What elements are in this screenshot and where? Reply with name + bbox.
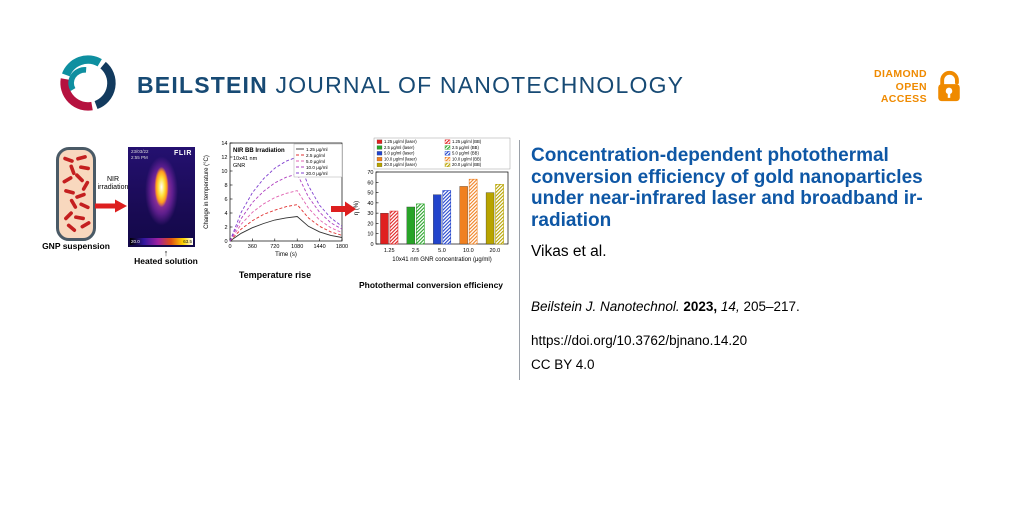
svg-text:20.0: 20.0 <box>489 248 500 254</box>
thermal-colorbar <box>130 238 193 245</box>
svg-text:360: 360 <box>248 244 257 250</box>
svg-text:10: 10 <box>367 232 373 238</box>
nir-irradiation-label: NIR irradiation <box>97 176 129 191</box>
svg-text:5.0 μg/ml (laser): 5.0 μg/ml (laser) <box>384 151 415 156</box>
svg-text:5.0 μg/ml: 5.0 μg/ml <box>306 159 325 164</box>
oa-line-open: OPEN <box>895 80 927 93</box>
svg-text:1.25 μg/ml: 1.25 μg/ml <box>306 147 328 152</box>
up-arrow-icon: ↑ <box>163 248 169 258</box>
svg-text:Change in temperature (°C): Change in temperature (°C) <box>204 155 210 229</box>
gnp-vial-illustration <box>56 147 96 241</box>
article-info: Concentration-dependent photothermal con… <box>531 145 991 372</box>
gnp-suspension-label: GNP suspension <box>42 241 110 251</box>
svg-text:10.0 μg/ml (BB): 10.0 μg/ml (BB) <box>452 156 482 161</box>
doi-link[interactable]: https://doi.org/10.3762/bjnano.14.20 <box>531 333 748 348</box>
citation-year: 2023, <box>683 299 718 314</box>
svg-text:30: 30 <box>367 211 373 217</box>
svg-text:8: 8 <box>224 183 227 189</box>
svg-text:1.25 μg/ml (BB): 1.25 μg/ml (BB) <box>452 139 482 144</box>
svg-text:10x41 nm GNR concentration (μg: 10x41 nm GNR concentration (μg/ml) <box>392 257 492 263</box>
svg-text:1440: 1440 <box>313 244 325 250</box>
svg-text:60: 60 <box>367 180 373 186</box>
flow-arrow-icon <box>95 199 128 218</box>
svg-text:2.5: 2.5 <box>412 248 420 254</box>
svg-text:6: 6 <box>224 197 227 203</box>
citation-volume: 14, <box>720 299 740 314</box>
article-authors: Vikas et al. <box>531 243 607 260</box>
heated-solution-label: ↑ Heated solution <box>106 248 226 266</box>
svg-text:4: 4 <box>224 211 227 217</box>
svg-text:20.0 μg/ml (BB): 20.0 μg/ml (BB) <box>452 162 482 167</box>
svg-text:20.0 μg/ml: 20.0 μg/ml <box>306 171 328 176</box>
svg-text:2.5 μg/ml (laser): 2.5 μg/ml (laser) <box>384 145 415 150</box>
svg-text:10.0: 10.0 <box>463 248 474 254</box>
efficiency-chart-caption: Photothermal conversion efficiency <box>358 280 504 290</box>
svg-text:5.0 μg/ml (BB): 5.0 μg/ml (BB) <box>452 151 479 156</box>
svg-text:1.25: 1.25 <box>384 248 395 254</box>
title-line: conversion efficiency of gold nanopartic… <box>531 166 923 188</box>
svg-text:14: 14 <box>221 141 227 147</box>
svg-text:0: 0 <box>228 244 231 250</box>
svg-text:10.0 μg/ml: 10.0 μg/ml <box>306 165 328 170</box>
thermal-timestamp: 23/03/22 2:55 PM <box>131 149 149 160</box>
heated-solution-text: Heated solution <box>134 256 198 266</box>
thermal-time: 2:55 PM <box>131 154 148 160</box>
svg-text:10.0 μg/ml (laser): 10.0 μg/ml (laser) <box>384 156 417 161</box>
thermal-scale-min: 20.0 <box>131 239 140 244</box>
temperature-chart-caption: Temperature rise <box>238 270 312 280</box>
thermal-scale-max: 63.5 <box>183 239 192 244</box>
svg-text:40: 40 <box>367 201 373 207</box>
license-label: CC BY 4.0 <box>531 357 595 372</box>
svg-text:2: 2 <box>224 225 227 231</box>
svg-text:NIR BB Irradiation: NIR BB Irradiation <box>233 148 285 154</box>
svg-text:2.5 μg/ml: 2.5 μg/ml <box>306 153 325 158</box>
citation-journal: Beilstein J. Nanotechnol. <box>531 299 680 314</box>
svg-text:70: 70 <box>367 170 373 176</box>
svg-text:0: 0 <box>370 242 373 248</box>
journal-name-rest: JOURNAL OF NANOTECHNOLOGY <box>267 72 685 98</box>
oa-line-access: ACCESS <box>880 93 927 105</box>
title-line: under near-infrared laser and broadband … <box>531 188 923 209</box>
gold-nanorods-icon <box>62 155 91 232</box>
svg-text:50: 50 <box>367 191 373 197</box>
thermal-image: 23/03/22 2:55 PM FLIR 20.0 63.5 <box>128 147 195 247</box>
svg-text:20: 20 <box>367 221 373 227</box>
svg-text:0: 0 <box>224 239 227 245</box>
article-citation: Beilstein J. Nanotechnol. 2023, 14, 205–… <box>531 299 991 314</box>
svg-text:5.0: 5.0 <box>438 248 446 254</box>
thermal-date: 23/03/22 <box>131 149 149 154</box>
svg-text:1080: 1080 <box>291 244 303 250</box>
flir-logo: FLIR <box>174 150 192 157</box>
svg-text:GNR: GNR <box>233 163 245 169</box>
beilstein-logo-icon <box>58 50 118 121</box>
journal-title: BEILSTEIN JOURNAL OF NANOTECHNOLOGY <box>137 72 684 99</box>
svg-text:720: 720 <box>270 244 279 250</box>
svg-text:10: 10 <box>221 169 227 175</box>
svg-text:1.25 μg/ml (laser): 1.25 μg/ml (laser) <box>384 139 417 144</box>
open-access-label: DIAMOND OPEN ACCESS <box>835 68 927 106</box>
svg-text:η (%): η (%) <box>354 201 360 215</box>
article-title: Concentration-dependent photothermal con… <box>531 145 991 231</box>
flow-arrow-icon <box>331 201 357 222</box>
title-line: radiation <box>531 209 612 231</box>
svg-text:2.5 μg/ml (BB): 2.5 μg/ml (BB) <box>452 145 479 150</box>
citation-pages: 205–217. <box>743 299 800 314</box>
oa-line-diamond: DIAMOND <box>874 68 927 80</box>
svg-text:12: 12 <box>221 155 227 161</box>
journal-name-bold: BEILSTEIN <box>137 72 268 98</box>
title-line: Concentration-dependent photothermal <box>531 145 889 166</box>
svg-text:10x41 nm: 10x41 nm <box>233 156 258 162</box>
svg-text:Time (s): Time (s) <box>275 252 297 258</box>
temperature-line-chart: 0 360 720 1080 1440 1800 0 2 4 6 8 10 12 14 Time (s) Ch… <box>204 141 348 258</box>
efficiency-bar-chart: 0 10 20 30 40 50 60 70 1.25 2.5 5.0 10.0 20.0 10x41 n… <box>354 137 511 263</box>
svg-text:20.0 μg/ml (laser): 20.0 μg/ml (laser) <box>384 162 417 167</box>
open-access-lock-icon <box>934 70 964 109</box>
vertical-divider <box>519 140 520 380</box>
svg-text:1800: 1800 <box>336 244 348 250</box>
